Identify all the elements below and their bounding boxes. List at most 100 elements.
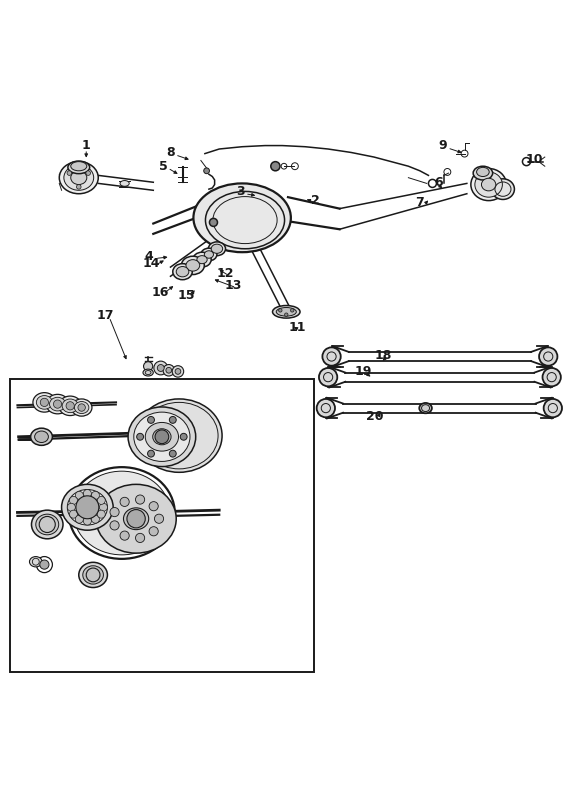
Text: 1: 1 — [82, 139, 90, 152]
Circle shape — [70, 497, 78, 505]
Bar — [10, 380, 314, 672]
Circle shape — [77, 184, 81, 189]
Circle shape — [539, 347, 558, 365]
Circle shape — [75, 491, 84, 499]
Ellipse shape — [50, 397, 66, 411]
Ellipse shape — [59, 396, 82, 415]
Ellipse shape — [32, 510, 63, 539]
Text: 13: 13 — [224, 279, 242, 292]
Ellipse shape — [36, 514, 59, 535]
Circle shape — [166, 367, 172, 373]
Text: 16: 16 — [152, 286, 169, 299]
Ellipse shape — [134, 412, 190, 461]
Ellipse shape — [62, 399, 78, 413]
Ellipse shape — [33, 392, 56, 412]
Ellipse shape — [475, 172, 502, 197]
Circle shape — [149, 527, 158, 536]
Ellipse shape — [193, 252, 211, 267]
Ellipse shape — [74, 471, 170, 554]
Circle shape — [290, 308, 294, 312]
Circle shape — [40, 398, 48, 407]
Circle shape — [543, 368, 561, 386]
Text: 9: 9 — [438, 139, 447, 152]
Ellipse shape — [64, 165, 94, 191]
Circle shape — [163, 365, 175, 376]
Ellipse shape — [67, 490, 108, 525]
Circle shape — [97, 497, 105, 505]
Text: 12: 12 — [216, 267, 234, 281]
Circle shape — [120, 498, 129, 506]
Circle shape — [204, 168, 210, 174]
Text: 8: 8 — [166, 146, 175, 159]
Circle shape — [127, 509, 145, 528]
Ellipse shape — [71, 171, 87, 184]
Text: 6: 6 — [434, 176, 442, 189]
Text: 5: 5 — [158, 160, 168, 172]
Circle shape — [97, 510, 105, 518]
Circle shape — [135, 533, 145, 543]
Circle shape — [147, 416, 154, 423]
Circle shape — [92, 491, 100, 499]
Text: 10: 10 — [526, 153, 543, 166]
Ellipse shape — [96, 484, 176, 553]
Ellipse shape — [419, 403, 432, 413]
Circle shape — [149, 501, 158, 511]
Circle shape — [175, 369, 181, 374]
Ellipse shape — [71, 399, 92, 416]
Ellipse shape — [204, 251, 214, 258]
Circle shape — [323, 347, 341, 365]
Circle shape — [157, 365, 164, 372]
Circle shape — [279, 308, 282, 312]
Circle shape — [154, 514, 164, 524]
Circle shape — [84, 490, 92, 498]
Circle shape — [100, 503, 108, 511]
Ellipse shape — [29, 557, 42, 567]
Circle shape — [285, 313, 288, 316]
Circle shape — [135, 495, 145, 504]
Circle shape — [319, 368, 338, 386]
Circle shape — [180, 433, 187, 441]
Circle shape — [76, 496, 99, 519]
Ellipse shape — [123, 508, 149, 530]
Circle shape — [544, 399, 562, 418]
Circle shape — [67, 171, 71, 176]
Circle shape — [54, 400, 62, 408]
Circle shape — [84, 517, 92, 525]
Circle shape — [169, 416, 176, 423]
Text: 14: 14 — [143, 257, 160, 271]
Ellipse shape — [143, 369, 153, 376]
Ellipse shape — [201, 248, 217, 261]
Text: 11: 11 — [289, 321, 306, 335]
Circle shape — [271, 161, 280, 171]
Ellipse shape — [209, 242, 226, 255]
Circle shape — [66, 402, 74, 410]
Circle shape — [110, 508, 119, 517]
Text: 19: 19 — [355, 365, 372, 378]
Circle shape — [169, 450, 176, 457]
Text: 2: 2 — [311, 194, 320, 207]
Ellipse shape — [128, 407, 196, 467]
Ellipse shape — [471, 168, 506, 201]
Circle shape — [155, 430, 169, 444]
Text: 17: 17 — [97, 308, 115, 322]
Ellipse shape — [186, 259, 200, 271]
Circle shape — [210, 218, 218, 226]
Text: 20: 20 — [366, 410, 384, 422]
Circle shape — [147, 450, 154, 457]
Ellipse shape — [153, 429, 171, 445]
Text: 3: 3 — [237, 185, 245, 198]
Circle shape — [137, 433, 143, 441]
Ellipse shape — [36, 396, 52, 409]
Circle shape — [154, 361, 168, 375]
Ellipse shape — [211, 244, 223, 253]
Ellipse shape — [79, 562, 108, 588]
Ellipse shape — [83, 566, 104, 584]
Ellipse shape — [482, 178, 496, 191]
Ellipse shape — [173, 263, 192, 280]
Ellipse shape — [120, 180, 129, 186]
Ellipse shape — [74, 402, 89, 414]
Text: 4: 4 — [145, 250, 154, 263]
Circle shape — [92, 515, 100, 523]
Circle shape — [75, 515, 84, 523]
Circle shape — [110, 520, 119, 530]
